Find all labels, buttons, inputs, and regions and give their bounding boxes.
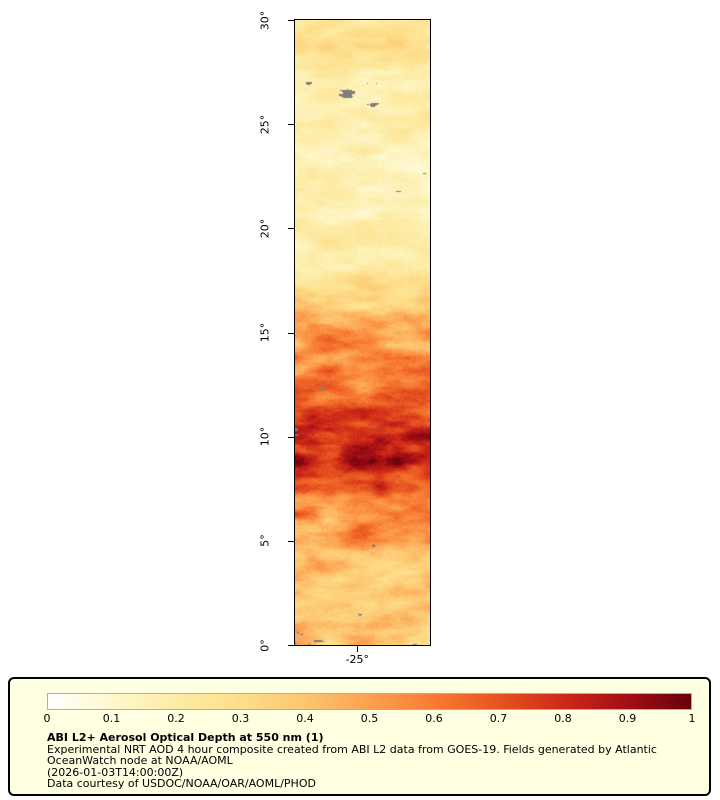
colorbar-tick-label: 0.7 — [489, 712, 508, 725]
y-tick-mark — [288, 436, 294, 438]
y-tick-mark — [288, 228, 294, 230]
y-tick-label: 5° — [258, 534, 272, 548]
colorbar-tick-label: 1 — [688, 712, 696, 725]
y-tick-mark — [288, 645, 294, 646]
legend-description-1: Experimental NRT AOD 4 hour composite cr… — [47, 742, 657, 756]
x-tick-mark — [357, 646, 359, 652]
legend-timestamp: (2026-01-03T14:00:00Z) — [47, 765, 184, 779]
y-tick-mark — [288, 20, 294, 21]
colorbar-tick-label: 0.4 — [296, 712, 314, 725]
y-tick-mark — [288, 540, 294, 542]
colorbar-tick-label: 0.2 — [167, 712, 185, 725]
colorbar-tick-label: 0.6 — [425, 712, 443, 725]
colorbar-tick-label: 0 — [43, 712, 51, 725]
colorbar-gradient — [47, 693, 692, 710]
y-tick-label: 10° — [258, 426, 272, 447]
colorbar-tick-label: 0.5 — [360, 712, 379, 725]
y-tick-label: 20° — [258, 218, 272, 239]
y-tick-label: 0° — [258, 638, 272, 652]
legend-title: ABI L2+ Aerosol Optical Depth at 550 nm … — [47, 731, 324, 744]
map-plot-frame — [294, 19, 431, 646]
colorbar-ticks: 0 0.1 0.2 0.3 0.4 0.5 0.6 0.7 0.8 0.9 1 — [43, 712, 696, 727]
y-tick-label: 30° — [258, 10, 272, 30]
x-tick-label: -25° — [345, 653, 370, 666]
y-tick-label: 25° — [258, 114, 272, 134]
legend-text-block: ABI L2+ Aerosol Optical Depth at 550 nm … — [47, 732, 695, 790]
colorbar-tick-label: 0.9 — [618, 712, 637, 725]
legend-panel: 0 0.1 0.2 0.3 0.4 0.5 0.6 0.7 0.8 0.9 1 ABI L2+ Ae… — [8, 677, 711, 796]
y-tick-label: 15° — [258, 322, 272, 343]
legend-credit: Data courtesy of USDOC/NOAA/OAR/AOML/PHO… — [47, 777, 316, 791]
y-tick-mark — [288, 332, 294, 334]
colorbar-tick-label: 0.3 — [231, 712, 250, 725]
y-tick-mark — [288, 124, 294, 126]
legend-description-2: OceanWatch node at NOAA/AOML — [47, 754, 233, 768]
colorbar-tick-label: 0.8 — [554, 712, 572, 725]
colorbar-tick-label: 0.1 — [102, 712, 121, 725]
aod-map-canvas — [295, 20, 430, 645]
